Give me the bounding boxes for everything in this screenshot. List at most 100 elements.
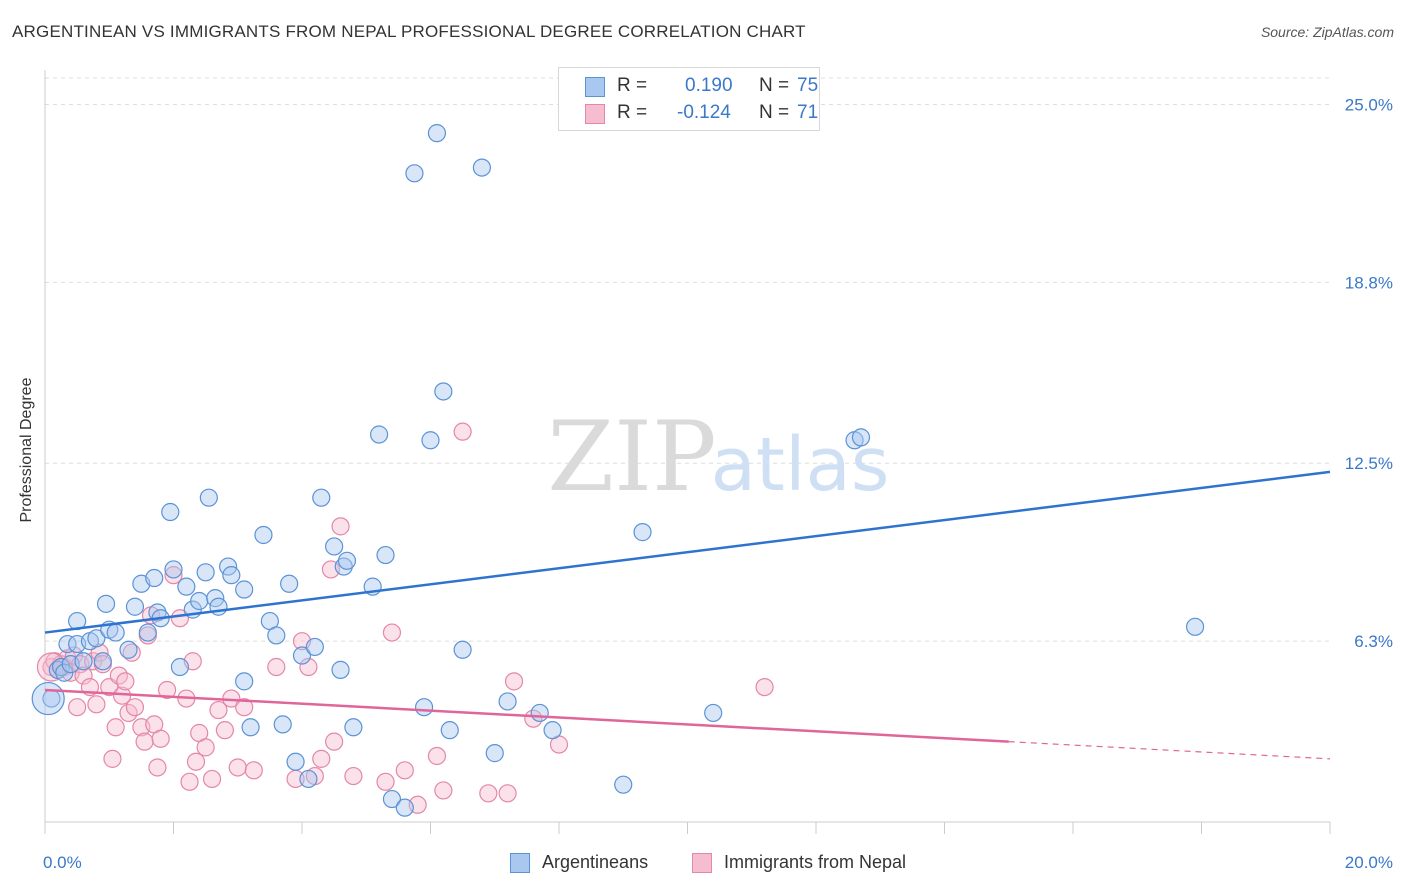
data-point-nepal — [164, 566, 183, 585]
data-point-argentineans — [453, 640, 472, 659]
data-point-argentineans — [138, 623, 157, 642]
data-point-argentineans — [498, 692, 517, 711]
data-point-argentineans — [325, 537, 344, 556]
data-point-argentineans — [1185, 617, 1205, 636]
data-point-argentineans — [241, 718, 260, 737]
data-point-argentineans — [145, 568, 164, 588]
legend-r-label: R = — [617, 75, 648, 96]
watermark: ZIP atlas — [547, 401, 889, 513]
data-point-argentineans — [74, 652, 93, 671]
data-point-argentineans — [222, 566, 241, 585]
data-point-argentineans — [485, 744, 504, 763]
data-point-nepal — [122, 643, 141, 662]
data-point-argentineans — [93, 652, 112, 671]
data-point-nepal — [68, 698, 87, 717]
data-point-argentineans — [161, 502, 180, 522]
data-point-argentineans — [704, 703, 723, 723]
data-point-argentineans — [286, 752, 305, 771]
data-point-argentineans — [530, 703, 549, 723]
data-point-nepal — [215, 721, 234, 740]
data-point-argentineans — [87, 629, 106, 648]
legend-swatch-blue — [585, 77, 605, 97]
data-point-argentineans — [633, 523, 652, 542]
legend-r-label: R = — [617, 102, 648, 123]
data-point-argentineans — [405, 164, 424, 183]
bottom-legend-swatch-pink — [692, 853, 712, 873]
data-point-nepal — [434, 781, 453, 800]
data-point-nepal — [244, 761, 263, 780]
data-point-argentineans — [235, 672, 254, 691]
data-point-argentineans — [305, 637, 324, 657]
grid-lines — [45, 77, 1330, 642]
data-point-nepal — [755, 677, 774, 697]
data-point-argentineans — [280, 574, 299, 593]
legend-n-value: 71 — [797, 102, 819, 123]
legend-n-value: 75 — [797, 75, 819, 96]
data-point-argentineans — [235, 580, 254, 599]
chart-title: ARGENTINEAN VS IMMIGRANTS FROM NEPAL PRO… — [12, 22, 806, 41]
data-point-nepal — [180, 772, 199, 791]
data-point-nepal — [87, 695, 106, 714]
data-point-argentineans — [119, 640, 138, 659]
data-point-argentineans — [382, 789, 402, 809]
data-point-nepal — [453, 422, 472, 441]
data-point-nepal — [74, 666, 93, 685]
y-tick-label: 6.3% — [1354, 632, 1393, 651]
data-point-nepal — [312, 749, 331, 768]
y-tick-label: 25.0% — [1345, 95, 1393, 114]
data-point-nepal — [196, 738, 215, 757]
watermark-atlas: atlas — [711, 422, 890, 508]
data-point-argentineans — [331, 660, 350, 679]
y-tick-label: 12.5% — [1345, 454, 1393, 473]
trend-line-argentineans — [44, 470, 1331, 634]
source-label: Source: ZipAtlas.com — [1260, 24, 1394, 40]
data-point-nepal — [116, 672, 135, 691]
data-point-nepal — [325, 732, 344, 751]
data-point-nepal — [479, 784, 498, 803]
data-point-argentineans — [267, 626, 286, 645]
data-point-argentineans — [434, 382, 453, 401]
data-point-argentineans — [196, 563, 215, 582]
legend-r-value: 0.190 — [685, 75, 733, 96]
bottom-legend-label: Immigrants from Nepal — [724, 852, 907, 872]
data-point-argentineans — [254, 525, 273, 545]
data-point-argentineans — [299, 769, 318, 789]
data-point-argentineans — [273, 715, 292, 734]
data-point-argentineans — [395, 798, 414, 817]
data-point-argentineans — [414, 698, 434, 717]
trend-line-nepal — [44, 688, 1009, 743]
trend-lines — [44, 470, 1331, 760]
x-tick-label: 20.0% — [1345, 853, 1393, 872]
data-point-nepal — [202, 769, 222, 789]
data-point-nepal — [427, 746, 447, 766]
trend-line-nepal-extension — [1008, 741, 1331, 760]
data-point-argentineans — [96, 594, 116, 613]
data-point-nepal — [151, 729, 170, 748]
data-point-nepal — [504, 672, 524, 691]
legend-swatch-pink — [585, 104, 605, 124]
data-point-nepal — [157, 680, 177, 700]
data-point-nepal — [344, 766, 363, 786]
data-point-nepal — [135, 732, 154, 751]
axes — [44, 70, 1331, 834]
data-point-argentineans — [421, 431, 440, 450]
data-point-argentineans — [851, 428, 871, 447]
data-point-argentineans — [199, 488, 218, 507]
y-axis-label: Professional Degree — [18, 377, 35, 523]
data-point-argentineans — [543, 721, 562, 740]
data-point-argentineans — [190, 591, 209, 611]
data-point-nepal — [395, 761, 414, 780]
legend-n-label: N = — [759, 102, 790, 123]
series-argentineans-points — [31, 124, 1205, 817]
data-point-argentineans — [177, 577, 196, 596]
data-point-nepal — [103, 749, 122, 768]
x-tick-label: 0.0% — [43, 853, 82, 872]
data-point-argentineans — [125, 597, 145, 616]
data-point-argentineans — [337, 551, 357, 570]
data-point-argentineans — [312, 488, 331, 507]
data-point-argentineans — [106, 623, 125, 642]
data-point-argentineans — [334, 557, 353, 576]
data-point-argentineans — [472, 158, 491, 177]
bottom-legend-label: Argentineans — [542, 852, 649, 872]
y-axis-label-wrap: Professional Degree — [12, 300, 42, 600]
